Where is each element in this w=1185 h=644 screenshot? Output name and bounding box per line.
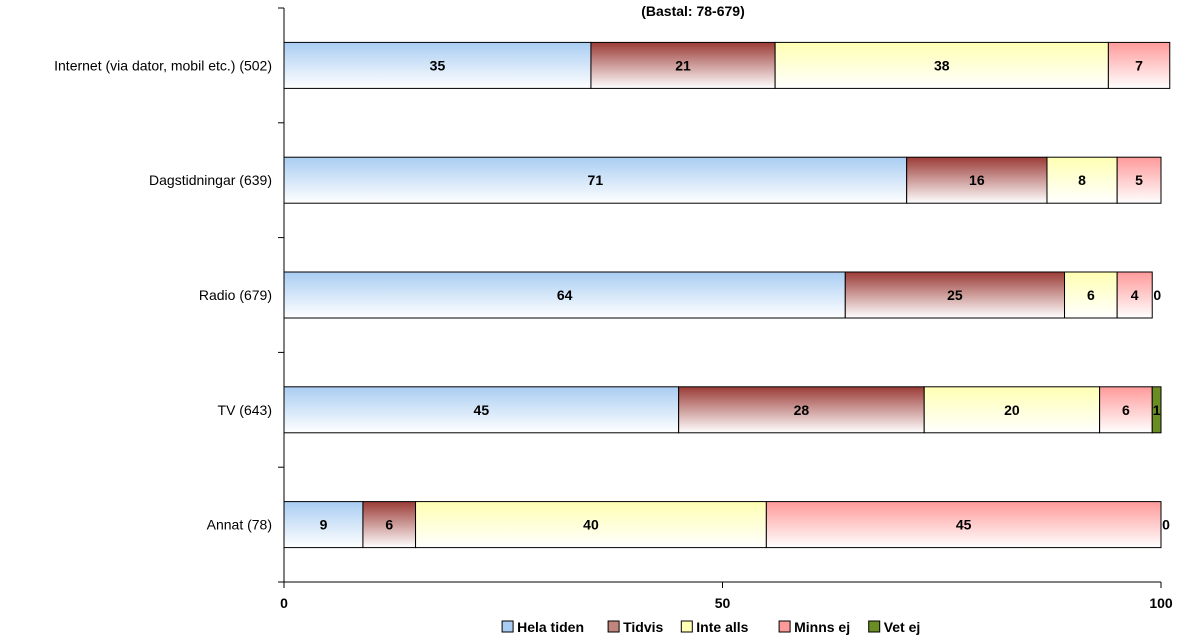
data-label: 9 bbox=[320, 517, 328, 533]
legend-swatch-vet-ej bbox=[868, 620, 881, 633]
legend-label-vet-ej: Vet ej bbox=[884, 619, 921, 635]
bar-segment-tidvis bbox=[906, 156, 1048, 204]
data-label: 7 bbox=[1135, 57, 1143, 73]
data-label: 16 bbox=[969, 172, 985, 188]
data-label: 20 bbox=[1004, 402, 1020, 418]
bar-segment-inte-alls bbox=[923, 386, 1101, 434]
chart-title: (Bastal: 78-679) bbox=[641, 3, 745, 19]
bar-segment-hela-tiden bbox=[283, 156, 908, 204]
bar-segment-hela-tiden bbox=[283, 41, 592, 89]
bar-segment-tidvis bbox=[590, 41, 776, 89]
category-label: TV (643) bbox=[218, 402, 272, 418]
bar-segment-hela-tiden bbox=[283, 386, 680, 434]
data-label: 64 bbox=[557, 287, 573, 303]
bar-segment-tidvis bbox=[362, 501, 417, 549]
data-label: 35 bbox=[430, 57, 446, 73]
bar-segment-minns-ej bbox=[1107, 41, 1171, 89]
data-label: 0 bbox=[1162, 517, 1170, 533]
bar-segment-inte-alls bbox=[1046, 156, 1118, 204]
legend-swatch-inte-alls bbox=[680, 620, 693, 633]
legend-label-hela-tiden: Hela tiden bbox=[517, 619, 584, 635]
data-label: 38 bbox=[934, 57, 950, 73]
x-tick-label: 50 bbox=[715, 595, 731, 611]
bar-segment-vet-ej bbox=[1151, 386, 1162, 434]
bar-segment-inte-alls bbox=[415, 501, 767, 549]
bar-segment-minns-ej bbox=[1116, 271, 1153, 319]
bar-segment-tidvis bbox=[678, 386, 925, 434]
bar-segment-hela-tiden bbox=[283, 271, 846, 319]
data-label: 71 bbox=[588, 172, 604, 188]
data-label: 0 bbox=[1153, 287, 1161, 303]
data-label: 1 bbox=[1153, 402, 1161, 418]
data-label: 6 bbox=[1122, 402, 1130, 418]
x-tick-label: 100 bbox=[1149, 595, 1173, 611]
category-label: Dagstidningar (639) bbox=[149, 172, 272, 188]
data-label: 45 bbox=[474, 402, 490, 418]
bar-segment-inte-alls bbox=[1064, 271, 1118, 319]
legend-swatch-tidvis bbox=[607, 620, 620, 633]
data-label: 4 bbox=[1131, 287, 1139, 303]
category-label: Radio (679) bbox=[199, 287, 272, 303]
legend-swatch-hela-tiden bbox=[501, 620, 514, 633]
bar-segment-minns-ej bbox=[1099, 386, 1153, 434]
legend: Hela tiden Tidvis Inte alls Minns ej Vet ej bbox=[501, 619, 921, 635]
data-label: 21 bbox=[675, 57, 691, 73]
category-label: Annat (78) bbox=[207, 517, 272, 533]
data-label: 8 bbox=[1078, 172, 1086, 188]
data-label: 5 bbox=[1135, 172, 1143, 188]
data-label: 6 bbox=[385, 517, 393, 533]
data-label: 6 bbox=[1087, 287, 1095, 303]
legend-label-inte-alls: Inte alls bbox=[696, 619, 748, 635]
bar-segment-hela-tiden bbox=[283, 501, 364, 549]
data-label: 40 bbox=[583, 517, 599, 533]
data-label: 45 bbox=[956, 517, 972, 533]
legend-swatch-minns-ej bbox=[778, 620, 791, 633]
bar-segment-tidvis bbox=[844, 271, 1066, 319]
category-label: Internet (via dator, mobil etc.) (502) bbox=[54, 57, 272, 73]
legend-label-minns-ej: Minns ej bbox=[794, 619, 850, 635]
bar-segment-minns-ej bbox=[1116, 156, 1162, 204]
bar-segment-inte-alls bbox=[774, 41, 1109, 89]
x-tick-label: 0 bbox=[280, 595, 288, 611]
data-label: 28 bbox=[794, 402, 810, 418]
bar-segment-minns-ej bbox=[765, 501, 1162, 549]
legend-label-tidvis: Tidvis bbox=[623, 619, 663, 635]
data-label: 25 bbox=[947, 287, 963, 303]
